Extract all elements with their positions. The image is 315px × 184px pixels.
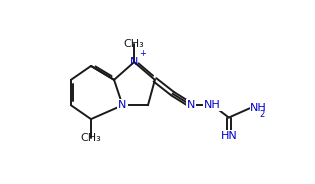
Text: NH: NH (250, 103, 267, 113)
Text: N: N (187, 100, 195, 110)
Text: N: N (118, 100, 127, 110)
Text: HN: HN (220, 131, 237, 141)
Text: +: + (140, 49, 146, 58)
Text: CH₃: CH₃ (124, 39, 145, 49)
Text: N: N (130, 57, 138, 67)
Text: 2: 2 (260, 110, 265, 119)
Text: CH₃: CH₃ (81, 133, 101, 143)
Text: NH: NH (204, 100, 221, 110)
